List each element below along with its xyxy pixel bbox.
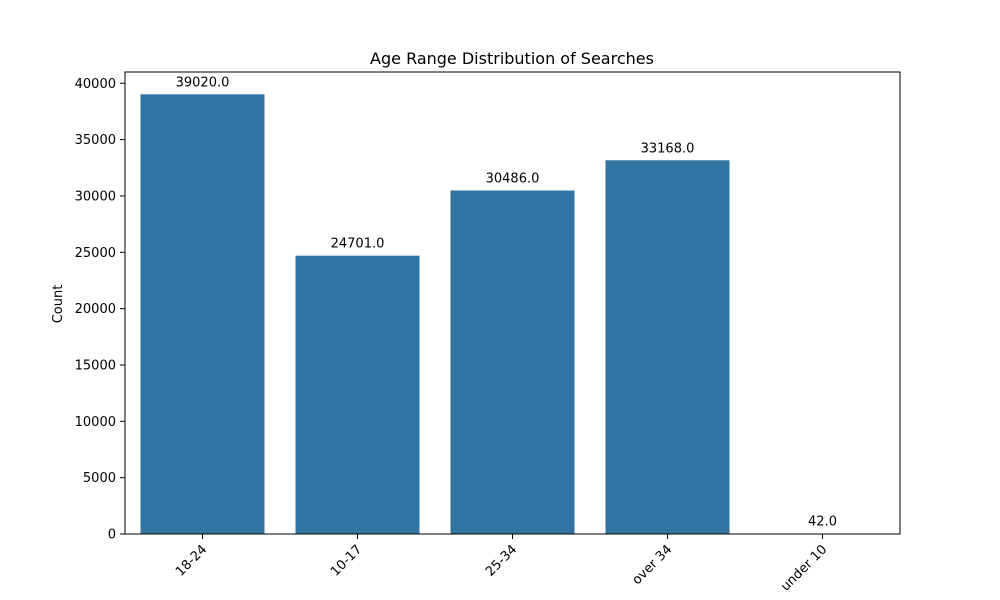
- y-tick-label: 15000: [75, 358, 116, 373]
- chart-title: Age Range Distribution of Searches: [370, 49, 654, 68]
- data-label: 30486.0: [486, 171, 540, 186]
- data-label: 39020.0: [176, 75, 230, 90]
- data-labels-group: 39020.0 24701.0 30486.0 33168.0 42.0: [176, 75, 837, 529]
- y-tick-label: 30000: [75, 189, 116, 204]
- bar-10-17: [295, 255, 420, 534]
- bar-18-24: [140, 94, 265, 534]
- data-label: 33168.0: [641, 141, 695, 156]
- x-tick-label: 25-34: [483, 542, 520, 579]
- bar-25-34: [450, 190, 575, 534]
- y-axis-label: Count: [51, 285, 66, 324]
- x-axis: 18-24 10-17 25-34 over 34 under 10: [173, 534, 830, 594]
- y-tick-label: 25000: [75, 246, 116, 261]
- y-tick-label: 10000: [75, 415, 116, 430]
- x-tick-label: 10-17: [328, 542, 365, 579]
- y-tick-label: 20000: [75, 302, 116, 317]
- y-tick-label: 5000: [83, 471, 116, 486]
- x-tick-label: under 10: [778, 542, 830, 594]
- y-tick-label: 40000: [75, 77, 116, 92]
- x-tick-label: 18-24: [173, 542, 210, 579]
- plot-frame: [124, 71, 901, 535]
- bar-over-34: [605, 160, 730, 534]
- x-tick-label: over 34: [630, 542, 676, 588]
- data-label: 42.0: [808, 515, 837, 530]
- y-tick-label: 0: [108, 528, 116, 543]
- bars-group: [140, 94, 885, 534]
- y-axis: 0 5000 10000 15000 20000 25000 30000 35000 40000: [75, 77, 125, 543]
- y-tick-label: 35000: [75, 133, 116, 148]
- data-label: 24701.0: [331, 237, 385, 252]
